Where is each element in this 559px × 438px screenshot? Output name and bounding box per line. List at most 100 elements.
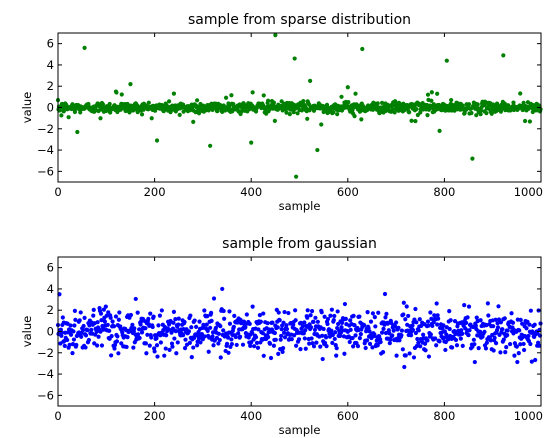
data-point xyxy=(107,328,112,333)
data-point xyxy=(282,335,288,340)
data-point xyxy=(227,321,233,326)
data-point xyxy=(385,321,390,326)
data-point xyxy=(175,340,180,345)
data-point xyxy=(154,336,159,341)
data-point xyxy=(436,316,441,321)
data-point xyxy=(280,346,286,351)
data-point xyxy=(137,327,142,332)
data-point xyxy=(399,328,404,333)
data-point xyxy=(475,102,480,107)
data-point xyxy=(466,333,471,338)
data-point xyxy=(182,346,188,351)
data-point xyxy=(189,325,194,330)
data-point xyxy=(351,344,356,349)
data-point xyxy=(485,301,490,306)
data-point xyxy=(348,327,353,333)
data-point xyxy=(70,350,75,356)
data-point xyxy=(388,337,393,342)
data-point xyxy=(521,100,526,105)
data-point xyxy=(256,327,261,332)
data-point xyxy=(163,346,168,351)
data-point xyxy=(210,334,215,339)
data-point xyxy=(208,325,213,330)
data-point xyxy=(394,320,399,325)
data-point xyxy=(302,320,307,325)
data-point xyxy=(223,95,229,100)
data-point xyxy=(529,359,534,364)
data-point xyxy=(373,324,378,329)
data-point xyxy=(381,326,386,331)
data-point xyxy=(526,333,531,339)
data-point xyxy=(466,304,472,309)
data-point xyxy=(303,328,308,333)
data-point xyxy=(329,328,334,333)
data-point xyxy=(368,319,374,324)
data-point xyxy=(413,306,418,312)
data-point xyxy=(432,313,437,318)
data-point xyxy=(407,351,412,356)
data-point xyxy=(406,313,411,319)
data-point xyxy=(352,114,357,119)
data-point xyxy=(367,329,372,334)
data-point xyxy=(148,311,153,316)
data-point xyxy=(447,309,452,314)
data-point xyxy=(313,315,318,320)
data-point xyxy=(426,354,432,359)
data-point xyxy=(279,327,284,332)
data-point xyxy=(227,309,232,314)
data-point xyxy=(510,320,516,325)
data-point xyxy=(210,330,216,335)
data-point xyxy=(279,333,284,339)
data-point xyxy=(252,344,257,349)
data-point xyxy=(437,339,442,344)
data-point xyxy=(470,156,475,161)
data-point xyxy=(375,343,380,348)
data-point xyxy=(114,90,119,95)
data-point xyxy=(292,56,297,61)
data-point xyxy=(367,341,373,346)
data-point xyxy=(261,353,266,358)
data-point xyxy=(518,342,523,347)
data-point xyxy=(236,331,241,336)
data-point xyxy=(72,109,78,115)
data-point xyxy=(147,343,152,348)
data-point xyxy=(132,326,137,331)
data-point xyxy=(220,286,225,292)
data-point xyxy=(401,300,406,305)
data-point xyxy=(261,311,266,316)
data-point xyxy=(465,315,470,320)
data-point xyxy=(176,316,181,321)
data-point xyxy=(95,320,100,325)
data-point xyxy=(441,335,447,340)
data-point xyxy=(472,359,477,365)
data-point xyxy=(460,331,465,336)
data-point xyxy=(110,319,115,324)
data-point xyxy=(493,341,499,346)
data-point xyxy=(244,312,249,317)
data-point xyxy=(323,340,328,346)
data-point xyxy=(273,337,278,342)
data-point xyxy=(204,322,209,327)
sparse-distribution-chart: 0 200 400 600 800 1000 6 4 2 0 −2 −4 −6 sample from s… xyxy=(20,12,543,213)
data-point xyxy=(218,324,223,329)
data-point xyxy=(505,332,510,338)
data-point xyxy=(266,98,271,103)
data-point xyxy=(89,327,94,333)
x-tick-label: 800 xyxy=(433,185,455,199)
data-point xyxy=(472,342,477,347)
data-point xyxy=(528,308,533,313)
data-point xyxy=(151,314,156,319)
data-point xyxy=(524,326,529,331)
x-tick-label: 1000 xyxy=(514,409,543,423)
data-point xyxy=(154,138,160,143)
data-point xyxy=(393,324,398,329)
data-point xyxy=(325,316,331,322)
x-tick-label: 0 xyxy=(54,409,61,423)
data-point xyxy=(291,110,296,115)
data-point xyxy=(155,354,160,359)
data-point xyxy=(218,355,223,360)
data-point xyxy=(362,323,367,328)
data-point xyxy=(128,312,134,318)
data-point xyxy=(421,332,426,337)
data-point xyxy=(507,341,513,347)
